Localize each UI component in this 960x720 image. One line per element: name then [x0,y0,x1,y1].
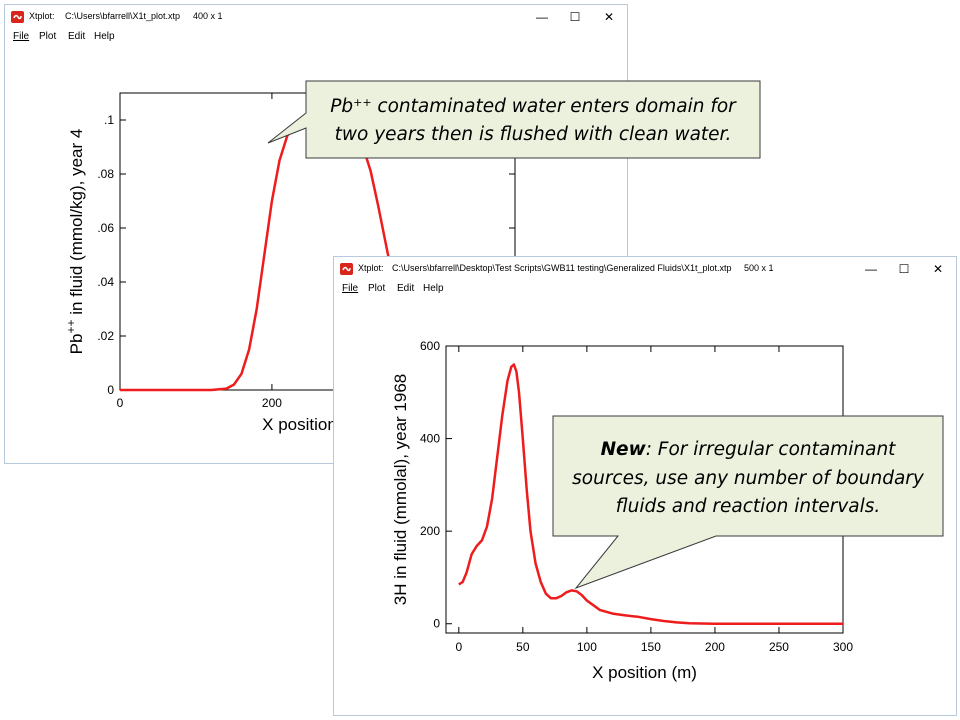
y-tick-label: .02 [97,329,114,343]
xtplot-app-icon [340,263,353,275]
plot-area-3h[interactable]: 0 50 100 150 200 250 300 0 200 400 600 X position (… [334,297,956,715]
x-tick-label: 0 [117,396,124,410]
xtplot-window-2: Xtplot: C:\Users\bfarrell\Desktop\Test S… [333,256,957,716]
menu-plot[interactable]: Plot [368,283,386,294]
title-bar[interactable]: Xtplot: C:\Users\bfarrell\X1t_plot.xtp 4… [5,5,627,29]
y-tick-label: .08 [97,167,114,181]
close-icon[interactable]: ✕ [603,10,615,24]
minimize-icon[interactable]: — [536,10,548,24]
x-axis-label: X position [262,415,337,434]
x-tick-label: 100 [577,640,597,654]
data-series-line [458,363,843,625]
y-tick-label: 200 [420,524,440,538]
app-name: Xtplot: [29,11,55,21]
xtplot-app-icon [11,11,24,23]
x-tick-label: 0 [455,640,462,654]
x-tick-label: 200 [705,640,725,654]
y-tick-label: .1 [104,113,114,127]
menu-bar: File Plot Edit Help [5,29,627,45]
menu-help[interactable]: Help [94,31,115,42]
x-tick-label: 150 [641,640,661,654]
menu-file[interactable]: File [13,31,30,42]
grid-dims: 400 x 1 [193,11,223,21]
file-path: C:\Users\bfarrell\Desktop\Test Scripts\G… [392,263,732,273]
app-name: Xtplot: [358,263,384,273]
y-axis-label: 3H in fluid (mmolal), year 1968 [391,374,410,605]
menu-bar: File Plot Edit Help [334,281,956,297]
minimize-icon[interactable]: — [865,262,877,276]
close-icon[interactable]: ✕ [932,262,944,276]
y-axis-label: Pb++ in fluid (mmol/kg), year 4 [64,129,86,355]
x-tick-label: 300 [833,640,853,654]
y-tick-label: 0 [433,617,440,631]
x-tick-label: 200 [262,396,282,410]
y-tick-label: 0 [107,383,114,397]
maximize-icon[interactable]: ☐ [898,262,910,276]
x-tick-label: 250 [769,640,789,654]
x-axis-label: X position (m) [592,663,697,682]
file-path: C:\Users\bfarrell\X1t_plot.xtp [65,11,181,21]
y-tick-label: 600 [420,339,440,353]
menu-file[interactable]: File [342,283,359,294]
menu-help[interactable]: Help [423,283,444,294]
menu-edit[interactable]: Edit [397,283,415,294]
y-tick-label: .04 [97,275,114,289]
maximize-icon[interactable]: ☐ [569,10,581,24]
title-bar[interactable]: Xtplot: C:\Users\bfarrell\Desktop\Test S… [334,257,956,281]
x-tick-label: 50 [516,640,530,654]
y-tick-label: .06 [97,221,114,235]
y-tick-label: 400 [420,432,440,446]
menu-edit[interactable]: Edit [68,31,86,42]
grid-dims: 500 x 1 [744,263,774,273]
menu-plot[interactable]: Plot [39,31,57,42]
